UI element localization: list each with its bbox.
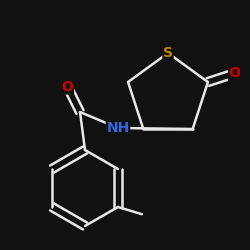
Text: O: O (62, 80, 74, 94)
Text: S: S (163, 46, 173, 60)
Text: O: O (229, 66, 240, 80)
Text: NH: NH (106, 121, 130, 135)
